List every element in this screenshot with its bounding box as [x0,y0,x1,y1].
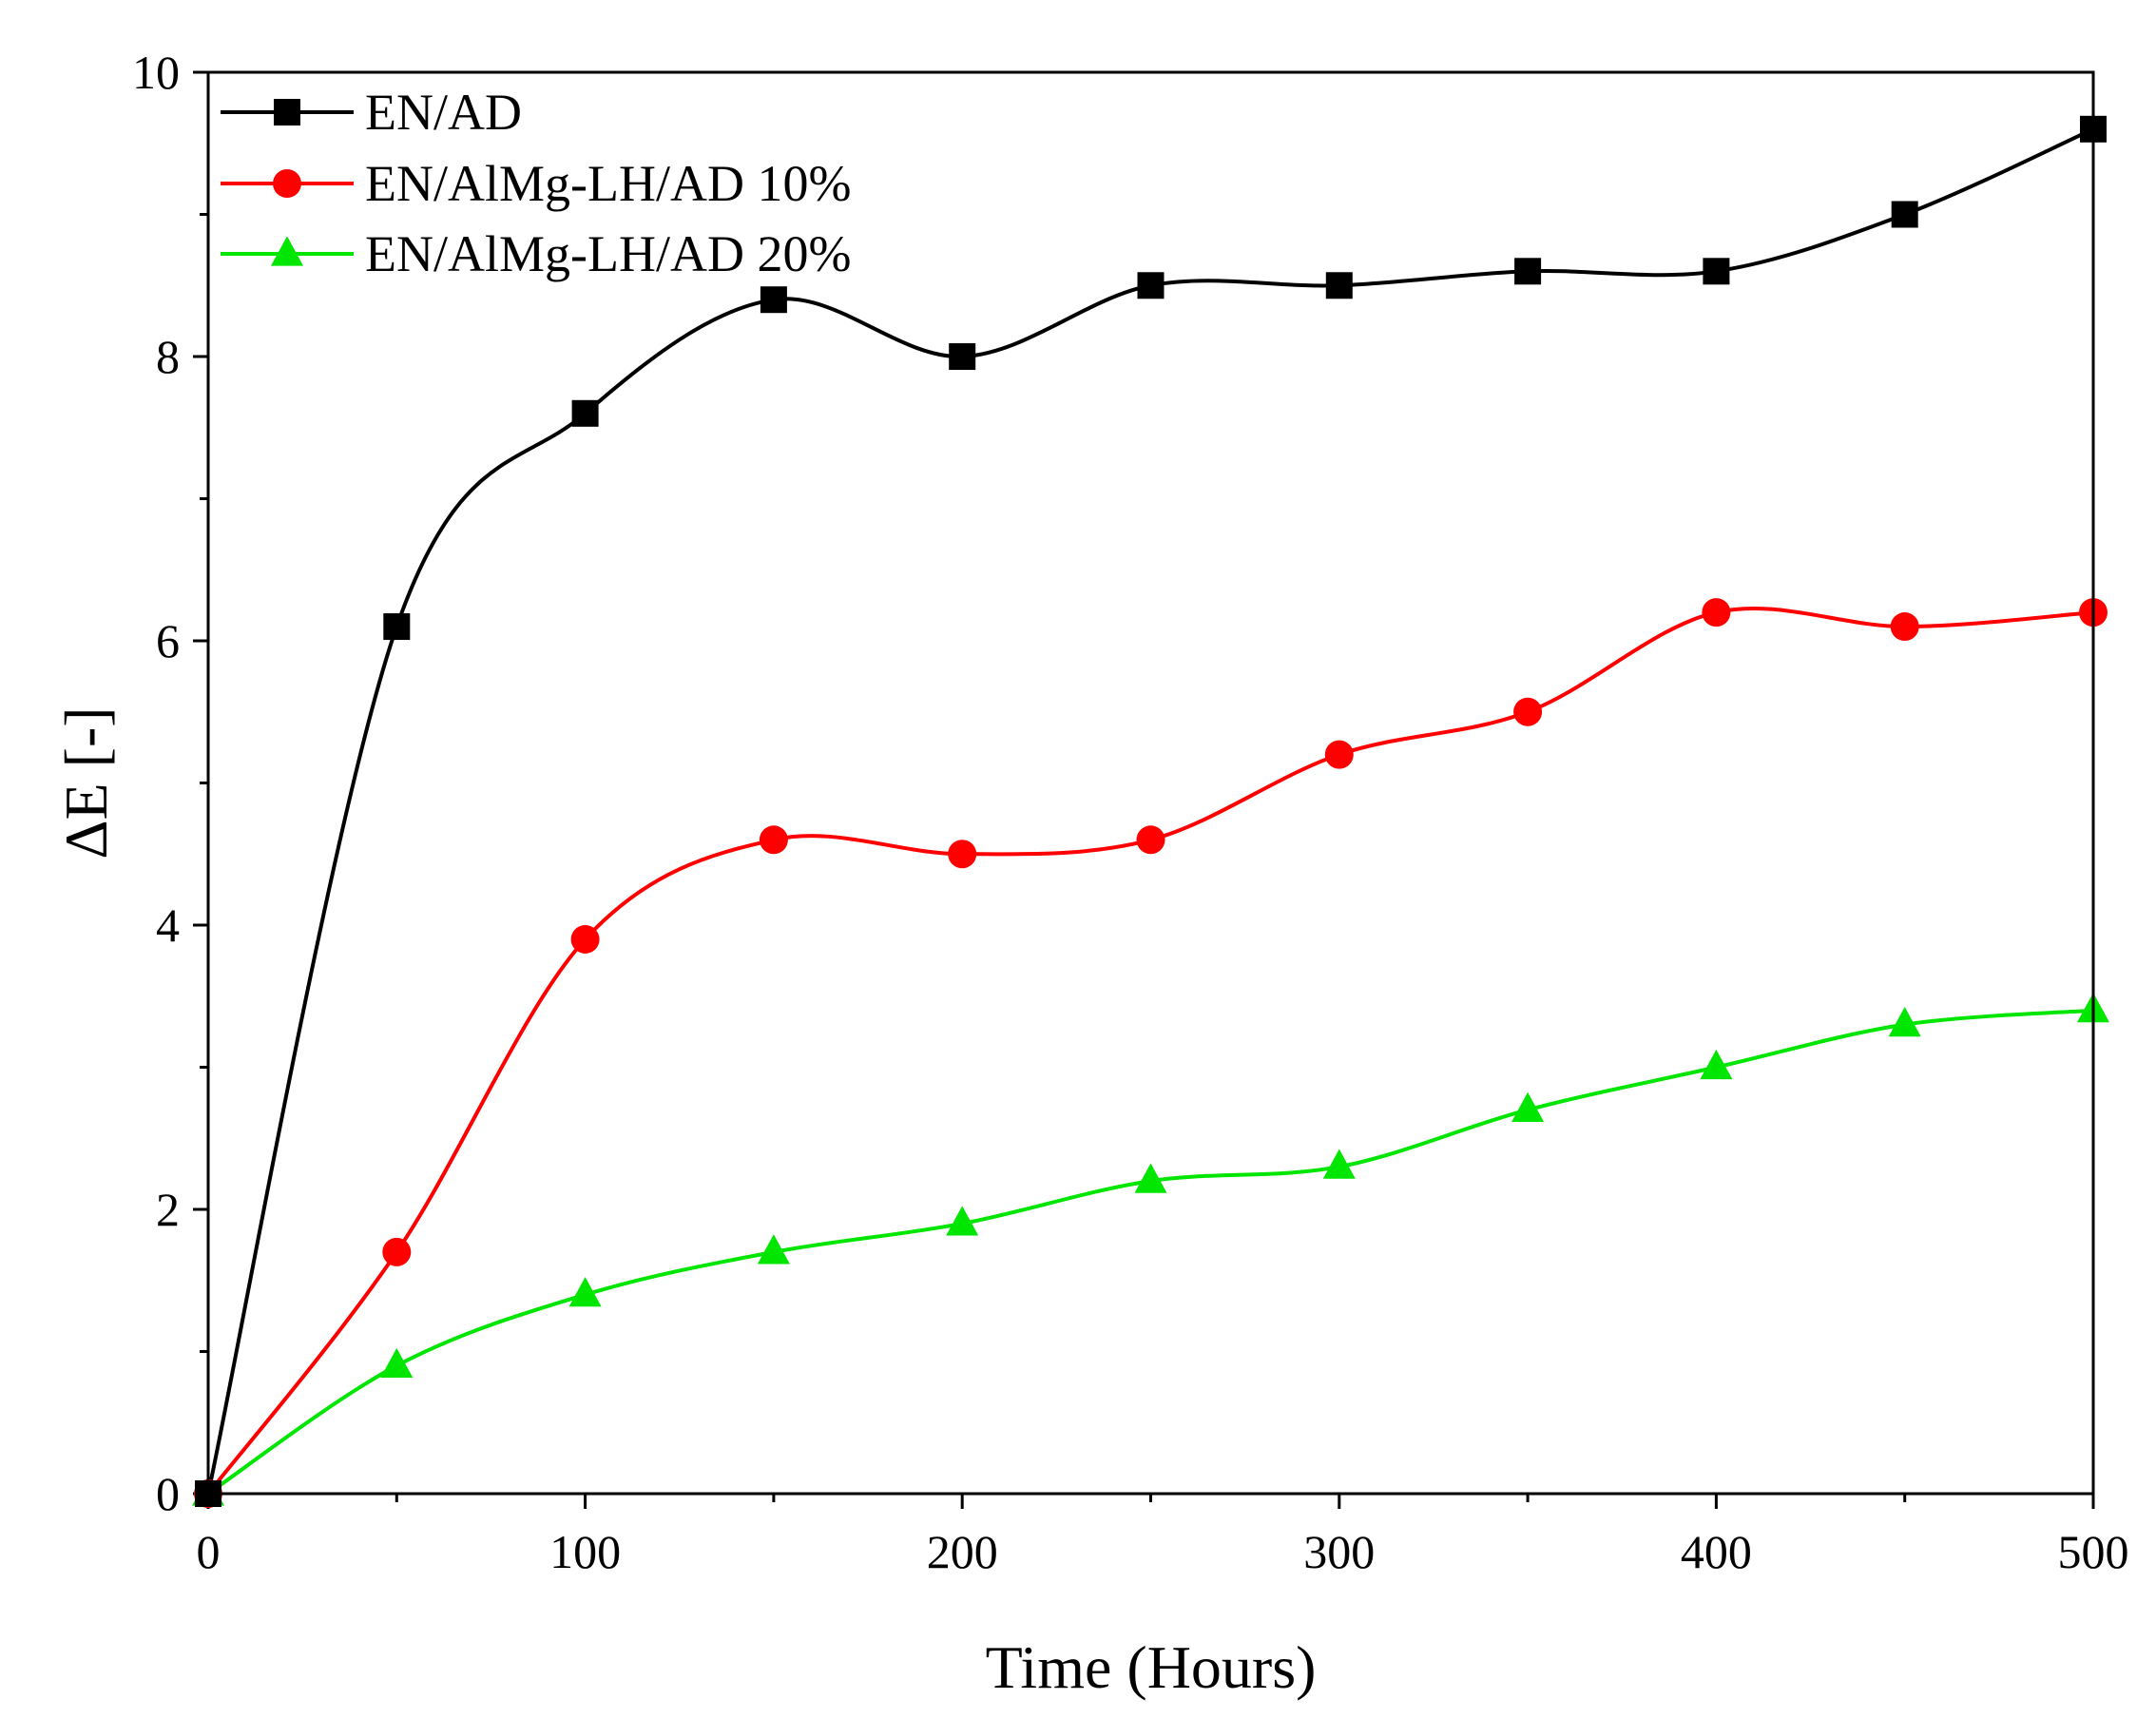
legend-label-en-almg-lh-ad-20: EN/AlMg-LH/AD 20% [365,225,851,282]
data-point-en-almg-lh-ad-20 [946,1206,979,1236]
data-point-en-almg-lh-ad-20 [1322,1149,1356,1179]
y-tick-label: 8 [156,330,180,383]
y-tick-label: 10 [132,46,180,99]
x-tick-label: 100 [549,1525,621,1578]
series-line-en-almg-lh-ad-10 [206,606,2094,1496]
axis-ticks: 0 100 200 300 400 500 0 2 4 6 8 10 [132,46,2129,1578]
x-tick-label: 400 [1681,1525,1752,1578]
y-axis-title: ΔE [-] [52,706,120,859]
y-tick-label: 2 [156,1183,180,1236]
data-point-en-ad [1514,258,1542,285]
data-point-en-almg-lh-ad-20 [380,1347,414,1379]
data-point-en-almg-lh-ad-10 [570,924,600,954]
data-point-en-almg-lh-ad-10 [382,1237,412,1266]
x-tick-label: 500 [2058,1525,2129,1578]
data-point-en-almg-lh-ad-10 [1890,612,1919,642]
x-tick-label: 200 [927,1525,998,1578]
data-point-en-almg-lh-ad-20 [1511,1091,1545,1122]
data-point-en-almg-lh-ad-10 [759,825,788,855]
legend-label-en-ad: EN/AD [365,84,522,141]
data-point-en-almg-lh-ad-10 [948,840,977,869]
data-point-en-almg-lh-ad-20 [1134,1163,1167,1193]
data-point-en-almg-lh-ad-20 [757,1234,790,1265]
data-point-en-almg-lh-ad-20 [1888,1007,1921,1037]
data-point-en-ad [1325,272,1353,299]
data-point-en-almg-lh-ad-10 [1136,825,1165,855]
data-point-en-ad [949,343,976,370]
data-point-en-almg-lh-ad-20 [1700,1049,1733,1080]
data-point-en-ad [760,286,787,314]
data-point-en-almg-lh-ad-10 [1513,697,1543,726]
plot-frame [206,70,2095,1496]
data-point-en-ad [1703,258,1730,285]
x-axis-title: Time (Hours) [986,1633,1317,1701]
y-tick-label: 6 [156,614,180,667]
legend-marker-en-almg-lh-ad-20 [271,236,303,266]
y-tick-label: 0 [156,1467,180,1520]
data-point-en-ad [571,399,599,427]
x-tick-label: 0 [197,1525,221,1578]
data-point-en-almg-lh-ad-20 [568,1277,602,1307]
legend-marker-en-ad [274,99,300,126]
y-tick-label: 4 [156,898,180,952]
x-tick-label: 300 [1303,1525,1375,1578]
legend-marker-en-almg-lh-ad-10 [273,169,301,198]
data-point-en-ad [383,613,411,641]
legend-label-en-almg-lh-ad-10: EN/AlMg-LH/AD 10% [365,155,851,212]
data-point-en-ad [1891,201,1918,228]
data-point-en-almg-lh-ad-10 [1324,740,1354,769]
data-point-en-ad [1137,272,1165,299]
data-point-en-almg-lh-ad-10 [1702,598,1731,628]
series-markers [192,115,2109,1508]
legend: EN/AD EN/AlMg-LH/AD 10% EN/AlMg-LH/AD 20% [221,84,851,282]
